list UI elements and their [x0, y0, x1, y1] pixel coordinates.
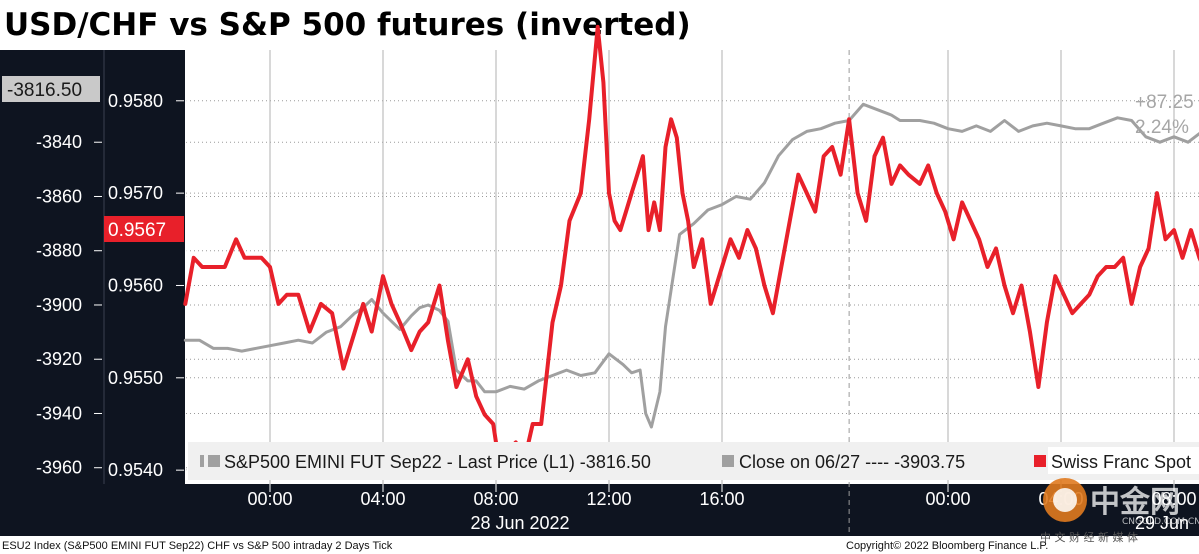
last-value-left: -3816.50 — [7, 80, 82, 101]
watermark-sub: CNGOLD.COM.CN — [1122, 517, 1199, 527]
left-tick-label-5: -3940 — [36, 403, 82, 423]
chart-title: USD/CHF vs S&P 500 futures (inverted) — [4, 7, 691, 43]
left-tick-label-6: -3960 — [36, 458, 82, 478]
legend-box — [188, 442, 1199, 480]
x-tick-label-4: 16:00 — [699, 489, 744, 509]
last-value-right: 0.9567 — [108, 220, 166, 241]
legend-swatch-chf — [1034, 455, 1046, 467]
x-tick-label-1: 04:00 — [360, 489, 405, 509]
series-line-spx — [183, 102, 1199, 429]
right-tick-label-2: 0.9560 — [108, 275, 163, 295]
x-axis-panel — [0, 484, 1199, 536]
watermark: 中金网 CNGOLD.COM.CN 中 文 财 经 新 媒 体 — [1040, 478, 1199, 544]
last-value-tag-red — [104, 216, 184, 242]
watermark-tag: 中 文 财 经 新 媒 体 — [1040, 530, 1138, 544]
right-tick-label-1: 0.9570 — [108, 183, 163, 203]
footer-strip — [0, 536, 1199, 554]
left-tick-label-4: -3920 — [36, 349, 82, 369]
left-tick-label-0: -3840 — [36, 132, 82, 152]
x-tick-label-2: 08:00 — [473, 489, 518, 509]
right-tick-label-3: 0.9550 — [108, 368, 163, 388]
watermark-text: 中金网 — [1090, 485, 1180, 520]
grid — [185, 50, 1199, 536]
x-tick-label-5: 00:00 — [925, 489, 970, 509]
right-tick-label-4: 0.9540 — [108, 460, 163, 480]
y-axis-panel — [0, 50, 185, 540]
legend-chf-bg — [1048, 447, 1199, 474]
legend-item-spx: S&P500 EMINI FUT Sep22 - Last Price (L1)… — [224, 452, 651, 472]
left-tick-label-3: -3900 — [36, 295, 82, 315]
left-tick-label-1: -3860 — [36, 186, 82, 206]
legend-swatch-spx-small — [200, 455, 204, 467]
footer-left: ESU2 Index (S&P500 EMINI FUT Sep22) CHF … — [2, 540, 393, 552]
y-axis-labels: -3840 -3860 -3880 -3900 -3920 -3940 -3960 0.958… — [36, 91, 184, 480]
legend-swatch-close — [722, 455, 734, 467]
x-tick-label-7: 08:00 — [1151, 489, 1196, 509]
legend-swatch-spx — [208, 455, 220, 467]
legend-item-close: Close on 06/27 ---- -3903.75 — [739, 452, 965, 472]
footer-right: Copyright© 2022 Bloomberg Finance L.P. — [846, 540, 1048, 552]
date-label-28-jun: 28 Jun 2022 — [470, 513, 569, 533]
legend-item-chf: Swiss Franc Spot — [1051, 452, 1191, 472]
series-line-chf — [183, 24, 1199, 463]
watermark-logo-inner-icon — [1053, 488, 1077, 512]
change-points: +87.25 — [1135, 92, 1194, 113]
last-value-tag-gray — [2, 76, 100, 102]
change-percent: 2.24% — [1135, 117, 1189, 138]
x-tick-label-3: 12:00 — [586, 489, 631, 509]
x-tick-label-0: 00:00 — [247, 489, 292, 509]
left-tick-label-2: -3880 — [36, 241, 82, 261]
date-label-29-jun: 29 Jun — [1135, 513, 1189, 533]
right-tick-label-0: 0.9580 — [108, 91, 163, 111]
plot-lines — [183, 24, 1199, 463]
